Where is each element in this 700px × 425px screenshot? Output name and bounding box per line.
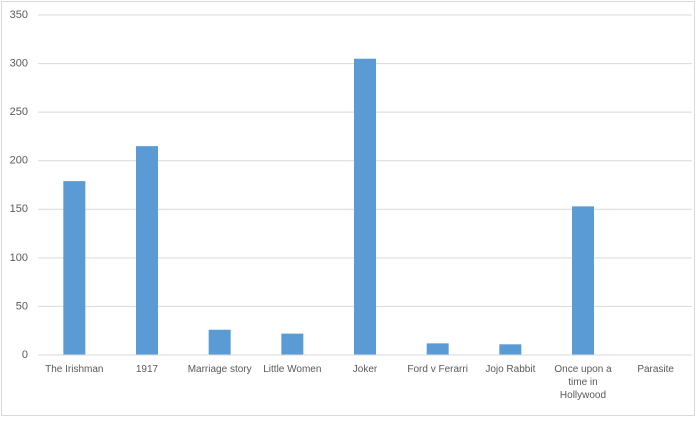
y-tick-label: 300 bbox=[10, 57, 28, 69]
bar bbox=[426, 343, 449, 355]
x-label-box: Marriage story bbox=[187, 364, 252, 375]
x-label-box: Jojo Rabbit bbox=[485, 364, 536, 375]
bar bbox=[281, 333, 304, 355]
x-tick-label: Marriage story bbox=[187, 364, 252, 375]
y-tick-label: 350 bbox=[10, 9, 28, 21]
x-label-box: Joker bbox=[352, 364, 378, 375]
x-label-box: 1917 bbox=[135, 364, 159, 375]
x-tick-label: The Irishman bbox=[45, 364, 104, 375]
x-tick-label: Jojo Rabbit bbox=[485, 364, 536, 375]
x-tick-label: Little Women bbox=[263, 364, 322, 375]
x-tick-label: Parasite bbox=[637, 364, 674, 375]
bar bbox=[354, 58, 376, 355]
x-tick-label: Once upon a time in Hollywood bbox=[554, 364, 612, 401]
y-tick-label: 0 bbox=[22, 349, 28, 361]
x-label-box: Once upon a time in Hollywood bbox=[554, 364, 612, 401]
y-tick-label: 200 bbox=[10, 155, 28, 167]
bar bbox=[499, 344, 522, 355]
x-tick-label: Joker bbox=[352, 364, 378, 375]
bar bbox=[63, 181, 86, 355]
y-tick-label: 250 bbox=[10, 106, 28, 118]
bar bbox=[572, 206, 594, 355]
y-tick-label: 100 bbox=[10, 252, 28, 264]
y-tick-label: 50 bbox=[16, 300, 28, 312]
x-label-box: Parasite bbox=[637, 364, 674, 375]
bar bbox=[208, 329, 231, 355]
x-label-box: Ford v Ferarri bbox=[407, 364, 468, 375]
x-label-box: The Irishman bbox=[45, 364, 104, 375]
bar bbox=[136, 146, 158, 355]
y-tick-label: 150 bbox=[10, 203, 28, 215]
x-tick-label: 1917 bbox=[135, 364, 159, 375]
x-label-box: Little Women bbox=[263, 364, 322, 375]
x-tick-label: Ford v Ferarri bbox=[407, 364, 468, 375]
